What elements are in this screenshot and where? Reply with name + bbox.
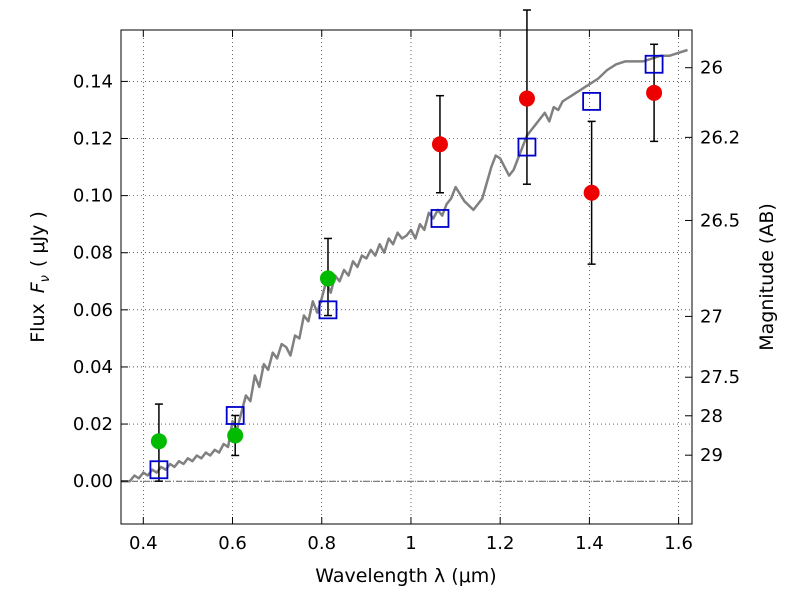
model-spectrum-line bbox=[121, 48, 688, 483]
infrared-photometry-point-0 bbox=[431, 136, 448, 153]
x-tick-label-5: 1.4 bbox=[575, 533, 604, 554]
ticks bbox=[121, 30, 692, 524]
plot-area bbox=[121, 48, 688, 483]
y-tick-label-1: 0.02 bbox=[73, 414, 113, 435]
plot-frame bbox=[120, 29, 693, 525]
model-magnitudes-square-5 bbox=[582, 91, 602, 111]
model-magnitudes-square-0 bbox=[149, 460, 169, 480]
x-tick-label-4: 1.2 bbox=[486, 533, 515, 554]
y2-tick-label-4: 27.5 bbox=[700, 367, 740, 388]
model-magnitudes-square-3 bbox=[430, 209, 450, 228]
y-tick-label-0: 0.00 bbox=[73, 471, 113, 492]
y-tick-label-5: 0.10 bbox=[73, 186, 113, 207]
model-magnitudes-square-4 bbox=[517, 137, 537, 157]
y2-axis-label: Magnitude (AB) bbox=[756, 203, 778, 351]
y2-tick-label-0: 26 bbox=[700, 58, 723, 79]
x-tick-label-2: 0.8 bbox=[307, 533, 336, 554]
model-magnitudes-square-1 bbox=[225, 406, 245, 425]
y-axis-label: FluxFν( μJy ) bbox=[27, 211, 53, 343]
optical-photometry-point-0 bbox=[150, 433, 167, 450]
tick-labels: 0.4 0.6 0.8 1 1.2 1.4 1.6 0.00 0.02 0.04 0.06 0.08 0… bbox=[73, 58, 740, 554]
y2-tick-label-6: 29 bbox=[700, 445, 723, 466]
infrared-photometry-point-1 bbox=[518, 90, 535, 107]
x-tick-label-6: 1.6 bbox=[664, 533, 693, 554]
y2-tick-label-3: 27 bbox=[700, 306, 723, 327]
x-tick-label-1: 0.6 bbox=[218, 533, 247, 554]
grid bbox=[121, 30, 692, 524]
y2-tick-label-5: 28 bbox=[700, 406, 723, 427]
x-tick-label-0: 0.4 bbox=[129, 533, 158, 554]
y-tick-label-7: 0.14 bbox=[73, 71, 113, 92]
markers bbox=[149, 54, 664, 480]
y2-tick-label-2: 26.5 bbox=[700, 210, 740, 231]
x-axis-label: Wavelength λ (μm) bbox=[315, 565, 496, 587]
infrared-photometry-point-2 bbox=[583, 184, 600, 201]
y-tick-label-4: 0.08 bbox=[73, 243, 113, 264]
optical-photometry-point-2 bbox=[319, 270, 336, 287]
model-magnitudes-square-2 bbox=[318, 300, 338, 320]
x-tick-label-3: 1 bbox=[405, 533, 416, 554]
model-magnitudes-square-6 bbox=[644, 54, 664, 74]
optical-photometry-point-1 bbox=[227, 427, 244, 444]
y2-tick-label-1: 26.2 bbox=[700, 127, 740, 148]
y-tick-label-3: 0.06 bbox=[73, 300, 113, 321]
y-tick-label-6: 0.12 bbox=[73, 129, 113, 150]
error-bars bbox=[154, 9, 659, 482]
y-tick-label-2: 0.04 bbox=[73, 357, 113, 378]
infrared-photometry-point-3 bbox=[646, 84, 663, 101]
